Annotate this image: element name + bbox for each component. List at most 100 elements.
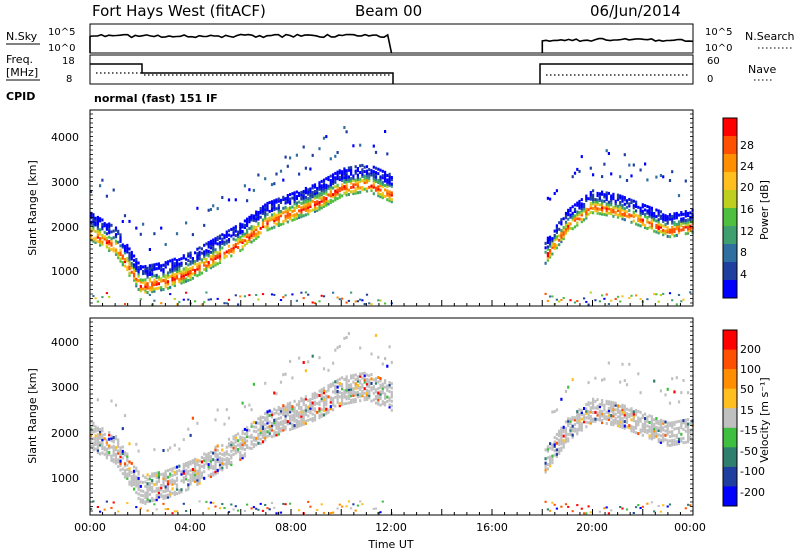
- heatmap-cell: [370, 171, 373, 175]
- heatmap-cell: [282, 296, 285, 299]
- heatmap-cell: [309, 209, 312, 213]
- heatmap-cell: [589, 210, 592, 214]
- heatmap-cell: [544, 461, 547, 465]
- heatmap-cell: [218, 256, 222, 260]
- heatmap-cell: [589, 202, 592, 206]
- heatmap-cell: [384, 392, 387, 396]
- heatmap-cell: [549, 457, 552, 461]
- heatmap-cell: [662, 213, 665, 217]
- heatmap-cell: [191, 472, 194, 476]
- velocity-ytick-3000: 3000: [51, 381, 79, 394]
- heatmap-cell: [671, 432, 674, 436]
- heatmap-cell: [178, 280, 181, 284]
- heatmap-cell: [252, 438, 255, 442]
- heatmap-cell: [307, 398, 310, 402]
- heatmap-cell: [594, 410, 597, 414]
- heatmap-cell: [668, 421, 672, 425]
- heatmap-cell: [384, 394, 387, 398]
- heatmap-cell: [114, 403, 118, 407]
- heatmap-cell: [171, 474, 174, 477]
- heatmap-cell: [289, 406, 292, 409]
- heatmap-cell: [185, 279, 188, 283]
- heatmap-cell: [128, 265, 131, 268]
- heatmap-cell: [368, 378, 371, 382]
- heatmap-cell: [625, 508, 629, 511]
- heatmap-cell: [171, 480, 174, 484]
- heatmap-cell: [135, 262, 138, 266]
- heatmap-cell: [225, 450, 228, 454]
- heatmap-cell: [544, 470, 547, 474]
- heatmap-cell: [264, 225, 267, 229]
- heatmap-cell: [153, 232, 156, 236]
- heatmap-cell: [300, 212, 303, 216]
- heatmap-cell: [266, 226, 269, 230]
- heatmap-cell: [684, 425, 687, 429]
- heatmap-cell: [200, 260, 203, 264]
- heatmap-cell: [619, 203, 622, 207]
- heatmap-cell: [275, 420, 278, 424]
- heatmap-cell: [560, 442, 563, 446]
- heatmap-cell: [682, 379, 685, 382]
- heatmap-cell: [123, 303, 127, 305]
- heatmap-cell: [133, 472, 136, 476]
- heatmap-cell: [637, 372, 640, 376]
- heatmap-cell: [166, 493, 170, 497]
- power-cbar-tick-28: 28: [740, 139, 754, 152]
- heatmap-cell: [381, 389, 384, 393]
- heatmap-cell: [644, 208, 647, 212]
- heatmap-cell: [359, 381, 362, 385]
- heatmap-cell: [338, 195, 341, 199]
- heatmap-cell: [381, 391, 384, 395]
- heatmap-cell: [151, 479, 154, 483]
- heatmap-cell: [212, 242, 215, 246]
- heatmap-cell: [639, 224, 642, 228]
- heatmap-cell: [185, 266, 188, 270]
- heatmap-cell: [567, 432, 570, 436]
- heatmap-cell: [637, 409, 640, 413]
- heatmap-cell: [596, 413, 599, 417]
- heatmap-cell: [637, 223, 640, 227]
- heatmap-cell: [567, 208, 570, 212]
- heatmap-cell: [255, 507, 258, 510]
- heatmap-cell: [182, 462, 185, 466]
- heatmap-cell: [625, 407, 629, 411]
- heatmap-cell: [264, 212, 267, 216]
- heatmap-cell: [92, 222, 95, 226]
- heatmap-cell: [359, 374, 362, 378]
- heatmap-cell: [316, 393, 319, 397]
- heatmap-cell: [196, 476, 199, 480]
- heatmap-cell: [121, 427, 124, 431]
- heatmap-cell: [295, 425, 298, 429]
- heatmap-cell: [239, 446, 242, 450]
- heatmap-cell: [166, 282, 170, 286]
- heatmap-cell: [677, 442, 681, 446]
- heatmap-cell: [302, 207, 305, 211]
- heatmap-cell: [166, 489, 170, 492]
- heatmap-cell: [320, 414, 323, 418]
- heatmap-cell: [237, 239, 240, 243]
- heatmap-cell: [175, 267, 179, 271]
- heatmap-cell: [166, 271, 170, 275]
- heatmap-cell: [630, 411, 633, 415]
- heatmap-cell: [148, 477, 151, 481]
- heatmap-cell: [309, 409, 312, 413]
- colorbar-segment: [723, 369, 737, 390]
- heatmap-cell: [94, 241, 97, 244]
- heatmap-cell: [585, 420, 588, 424]
- heatmap-cell: [549, 442, 552, 446]
- heatmap-cell: [365, 187, 369, 191]
- heatmap-cell: [175, 274, 179, 278]
- heatmap-cell: [121, 472, 124, 476]
- colorbar-segment: [723, 190, 737, 209]
- heatmap-cell: [99, 430, 102, 434]
- heatmap-cell: [128, 247, 131, 251]
- heatmap-cell: [350, 383, 353, 387]
- heatmap-cell: [648, 214, 651, 218]
- noise-right-label: N.Search: [745, 30, 795, 43]
- heatmap-cell: [307, 197, 310, 201]
- heatmap-cell: [185, 273, 188, 277]
- heatmap-cell: [350, 398, 353, 402]
- heatmap-cell: [379, 379, 382, 383]
- heatmap-cell: [175, 270, 179, 273]
- heatmap-cell: [338, 377, 341, 381]
